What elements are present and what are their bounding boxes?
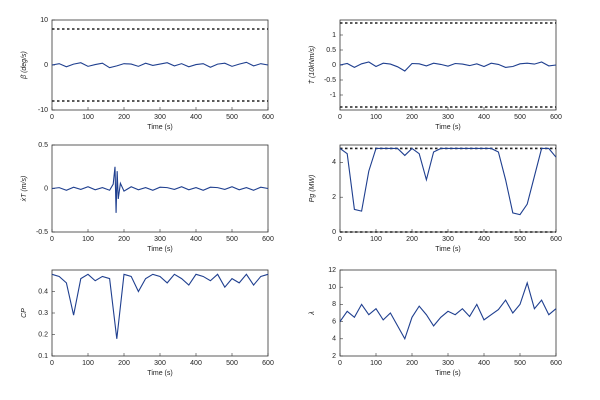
x-tick-label: 300 [154, 114, 166, 121]
x-tick-label: 600 [550, 114, 562, 121]
data-line [51, 166, 269, 213]
y-axis-label: λ [309, 311, 316, 316]
y-tick-label: 4 [332, 336, 336, 343]
x-tick-label: 500 [514, 360, 526, 367]
y-tick-label: 0 [332, 229, 336, 236]
x-tick-label: 100 [370, 360, 382, 367]
x-tick-label: 200 [406, 114, 418, 121]
plot-frame [339, 19, 557, 111]
x-tick-label: 400 [478, 236, 490, 243]
x-tick-label: 600 [550, 236, 562, 243]
x-tick-label: 600 [262, 236, 274, 243]
x-tick-label: 400 [190, 236, 202, 243]
y-tick-label: -0.5 [36, 229, 48, 236]
x-tick-label: 0 [338, 236, 342, 243]
data-line [339, 61, 557, 72]
y-tick-label: 8 [332, 301, 336, 308]
y-tick-label: 6 [332, 318, 336, 325]
y-tick-label: 0.2 [38, 331, 48, 338]
x-tick-label: 500 [226, 114, 238, 121]
plot-frame [339, 269, 557, 357]
x-tick-label: 300 [154, 360, 166, 367]
y-tick-label: -1 [330, 92, 336, 99]
x-axis-label: Time (s) [435, 370, 460, 377]
x-tick-label: 100 [82, 236, 94, 243]
x-tick-label: 600 [550, 360, 562, 367]
x-tick-label: 400 [190, 114, 202, 121]
x-tick-label: 0 [338, 114, 342, 121]
x-tick-label: 600 [262, 114, 274, 121]
y-axis-label: Ṫ (10kNm/s) [308, 46, 316, 85]
y-tick-label: 0.3 [38, 310, 48, 317]
y-tick-label: 0 [44, 62, 48, 69]
x-tick-label: 400 [478, 360, 490, 367]
x-tick-label: 200 [406, 360, 418, 367]
x-tick-label: 400 [190, 360, 202, 367]
y-tick-label: 0.1 [38, 353, 48, 360]
x-axis-label: Time (s) [147, 124, 172, 131]
y-axis-label: ẋT (m/s) [21, 176, 28, 203]
data-line [339, 281, 557, 341]
y-tick-label: -0.5 [324, 77, 336, 84]
y-tick-label: 0.5 [38, 142, 48, 149]
x-tick-label: 500 [226, 360, 238, 367]
x-tick-label: 300 [154, 236, 166, 243]
x-tick-label: 100 [82, 360, 94, 367]
x-tick-label: 200 [118, 236, 130, 243]
x-tick-label: 100 [370, 236, 382, 243]
y-tick-label: 10 [328, 284, 336, 291]
x-tick-label: 300 [442, 114, 454, 121]
data-line [51, 61, 269, 69]
x-tick-label: 0 [50, 360, 54, 367]
y-axis-label: Pg (MW) [309, 175, 316, 203]
x-tick-label: 200 [118, 114, 130, 121]
data-line [339, 147, 557, 216]
x-tick-label: 0 [338, 360, 342, 367]
x-tick-label: 300 [442, 360, 454, 367]
y-tick-label: 2 [332, 194, 336, 201]
x-axis-label: Time (s) [435, 124, 460, 131]
x-tick-label: 600 [262, 360, 274, 367]
x-axis-label: Time (s) [147, 246, 172, 253]
x-tick-label: 200 [118, 360, 130, 367]
x-tick-label: 100 [370, 114, 382, 121]
y-tick-label: 0.5 [326, 47, 336, 54]
y-tick-label: 4 [332, 159, 336, 166]
plot-frame [51, 269, 269, 357]
y-axis-label: β̇ (deg/s) [21, 51, 28, 80]
x-tick-label: 100 [82, 114, 94, 121]
data-line [51, 273, 269, 339]
x-tick-label: 0 [50, 114, 54, 121]
y-tick-label: 1 [332, 32, 336, 39]
x-tick-label: 0 [50, 236, 54, 243]
x-tick-label: 500 [514, 236, 526, 243]
y-tick-label: 0.4 [38, 288, 48, 295]
x-tick-label: 200 [406, 236, 418, 243]
x-tick-label: 500 [514, 114, 526, 121]
x-tick-label: 300 [442, 236, 454, 243]
y-tick-label: -10 [38, 107, 48, 114]
y-tick-label: 0 [332, 62, 336, 69]
x-tick-label: 400 [478, 114, 490, 121]
y-tick-label: 10 [40, 17, 48, 24]
y-tick-label: 2 [332, 353, 336, 360]
y-axis-label: CP [21, 308, 28, 318]
y-tick-label: 12 [328, 267, 336, 274]
y-tick-label: 0 [44, 185, 48, 192]
x-axis-label: Time (s) [147, 370, 172, 377]
x-tick-label: 500 [226, 236, 238, 243]
x-axis-label: Time (s) [435, 246, 460, 253]
